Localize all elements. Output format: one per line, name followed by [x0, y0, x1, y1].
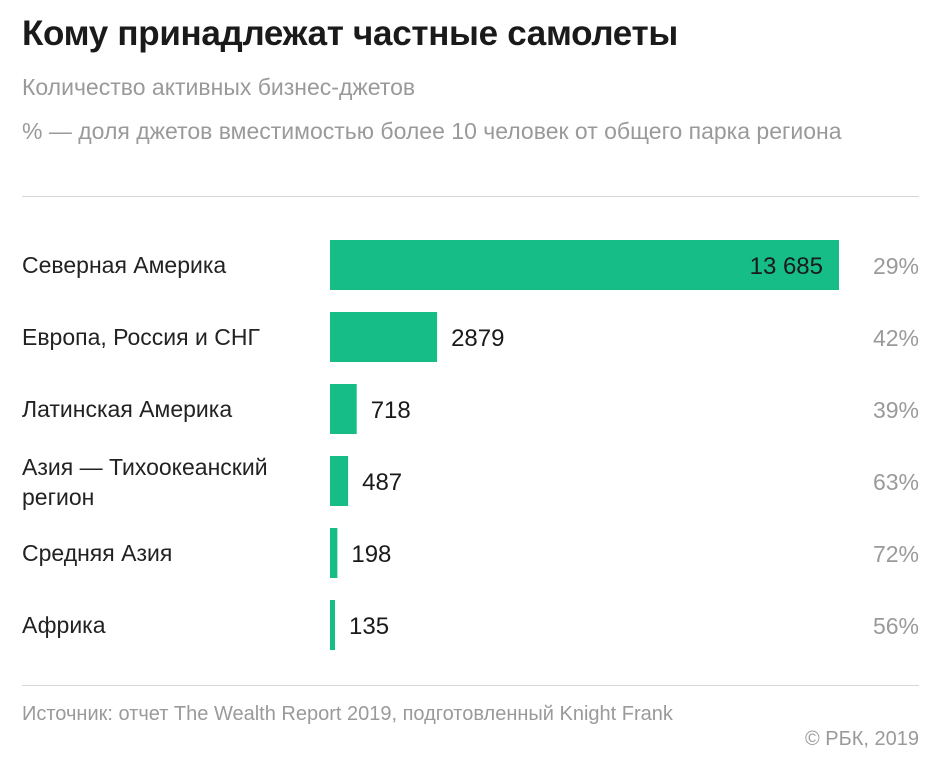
category-label: Африка: [22, 612, 106, 638]
share-label: 63%: [873, 469, 919, 495]
bar: [330, 456, 349, 506]
chart-subtitle: Количество активных бизнес-джетов: [22, 74, 416, 100]
value-label: 487: [362, 469, 402, 496]
bar: [330, 384, 357, 434]
bar: [330, 600, 336, 650]
category-label-line: регион: [22, 484, 94, 510]
source-note: Источник: отчет The Wealth Report 2019, …: [22, 703, 673, 725]
value-label: 13 685: [750, 253, 823, 280]
bottom-divider: [22, 685, 919, 686]
value-label: 135: [349, 613, 389, 640]
top-divider: [22, 196, 919, 197]
category-label: Европа, Россия и СНГ: [22, 324, 260, 350]
value-label: 198: [351, 541, 391, 568]
category-label-line: Африка: [22, 612, 106, 638]
share-label: 39%: [873, 397, 919, 423]
share-label: 72%: [873, 541, 919, 567]
category-label-line: Азия — Тихоокеанский: [22, 454, 268, 480]
category-label: Латинская Америка: [22, 396, 232, 422]
bar: [330, 312, 438, 362]
share-label: 56%: [873, 613, 919, 639]
category-label: Азия — Тихоокеанский регион: [22, 454, 268, 510]
chart-title: Кому принадлежат частные самолеты: [22, 14, 678, 53]
share-label: 29%: [873, 253, 919, 279]
value-label: 2879: [451, 325, 504, 352]
category-label: Средняя Азия: [22, 540, 172, 566]
category-label-line: Европа, Россия и СНГ: [22, 324, 260, 350]
bar-chart: Северная Америка 13 685 29% Европа, Россия …: [22, 240, 919, 650]
category-label: Северная Америка: [22, 252, 226, 278]
bar: [330, 240, 839, 290]
share-label: 42%: [873, 325, 919, 351]
chart-note: % — доля джетов вместимостью более 10 че…: [22, 118, 842, 144]
copyright: © РБК, 2019: [804, 728, 919, 750]
category-label-line: Латинская Америка: [22, 396, 232, 422]
category-label-line: Северная Америка: [22, 252, 226, 278]
value-label: 718: [371, 397, 411, 424]
bar: [330, 528, 338, 578]
category-label-line: Средняя Азия: [22, 540, 172, 566]
